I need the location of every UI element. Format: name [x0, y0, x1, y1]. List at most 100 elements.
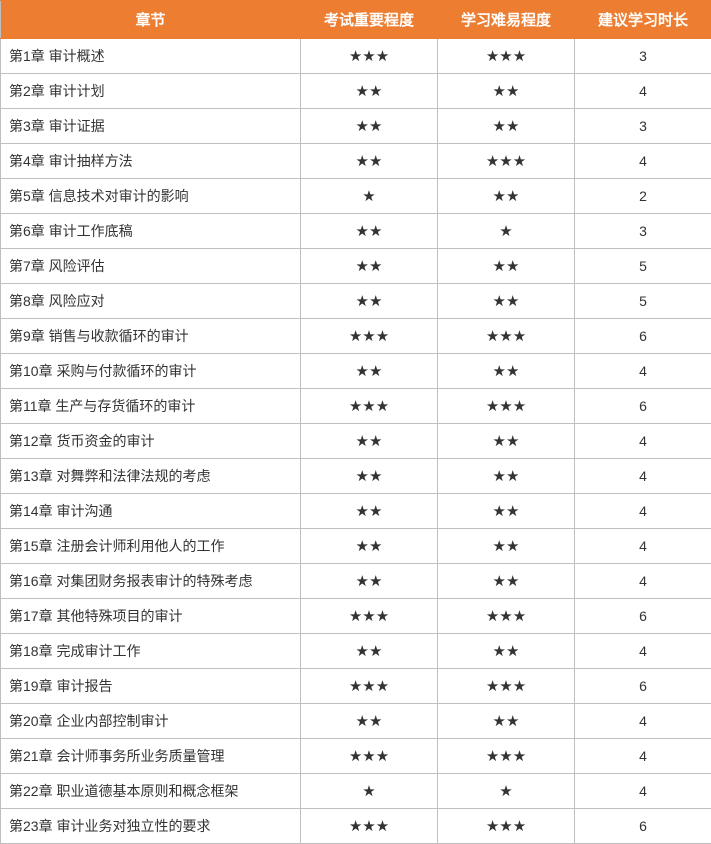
cell-chapter: 第3章 审计证据	[1, 109, 301, 144]
table-row: 第20章 企业内部控制审计★★★★4	[1, 704, 711, 739]
table-row: 第6章 审计工作底稿★★★3	[1, 214, 711, 249]
cell-hours: 4	[575, 424, 711, 459]
cell-hours: 5	[575, 249, 711, 284]
cell-importance: ★★★	[301, 39, 438, 74]
cell-difficulty: ★★★	[438, 739, 575, 774]
cell-difficulty: ★★	[438, 459, 575, 494]
table-row: 第5章 信息技术对审计的影响★★★2	[1, 179, 711, 214]
cell-hours: 2	[575, 179, 711, 214]
cell-importance: ★★	[301, 284, 438, 319]
cell-chapter: 第10章 采购与付款循环的审计	[1, 354, 301, 389]
cell-importance: ★★★	[301, 599, 438, 634]
cell-hours: 4	[575, 74, 711, 109]
cell-hours: 3	[575, 109, 711, 144]
cell-hours: 4	[575, 459, 711, 494]
cell-importance: ★★★	[301, 809, 438, 844]
cell-difficulty: ★★	[438, 179, 575, 214]
col-header-importance: 考试重要程度	[301, 1, 438, 39]
cell-importance: ★★	[301, 144, 438, 179]
table-row: 第4章 审计抽样方法★★★★★4	[1, 144, 711, 179]
cell-chapter: 第21章 会计师事务所业务质量管理	[1, 739, 301, 774]
cell-chapter: 第4章 审计抽样方法	[1, 144, 301, 179]
table-row: 第22章 职业道德基本原则和概念框架★★4	[1, 774, 711, 809]
col-header-hours: 建议学习时长	[575, 1, 711, 39]
cell-hours: 4	[575, 774, 711, 809]
cell-difficulty: ★★	[438, 494, 575, 529]
cell-hours: 4	[575, 144, 711, 179]
cell-hours: 4	[575, 704, 711, 739]
table-row: 第16章 对集团财务报表审计的特殊考虑★★★★4	[1, 564, 711, 599]
table-header: 章节 考试重要程度 学习难易程度 建议学习时长	[1, 1, 711, 39]
table-row: 第21章 会计师事务所业务质量管理★★★★★★4	[1, 739, 711, 774]
cell-hours: 6	[575, 319, 711, 354]
cell-importance: ★★★	[301, 389, 438, 424]
cell-importance: ★★	[301, 214, 438, 249]
cell-difficulty: ★★	[438, 424, 575, 459]
cell-chapter: 第11章 生产与存货循环的审计	[1, 389, 301, 424]
cell-difficulty: ★★★	[438, 144, 575, 179]
cell-hours: 5	[575, 284, 711, 319]
cell-hours: 4	[575, 634, 711, 669]
cell-chapter: 第7章 风险评估	[1, 249, 301, 284]
cell-importance: ★	[301, 774, 438, 809]
cell-hours: 6	[575, 389, 711, 424]
cell-difficulty: ★★★	[438, 599, 575, 634]
table-row: 第7章 风险评估★★★★5	[1, 249, 711, 284]
table-row: 第18章 完成审计工作★★★★4	[1, 634, 711, 669]
cell-hours: 6	[575, 809, 711, 844]
cell-difficulty: ★	[438, 214, 575, 249]
table-row: 第9章 销售与收款循环的审计★★★★★★6	[1, 319, 711, 354]
cell-hours: 6	[575, 599, 711, 634]
cell-difficulty: ★	[438, 774, 575, 809]
cell-hours: 6	[575, 669, 711, 704]
cell-importance: ★★★	[301, 669, 438, 704]
cell-hours: 4	[575, 354, 711, 389]
table-row: 第19章 审计报告★★★★★★6	[1, 669, 711, 704]
cell-importance: ★★	[301, 494, 438, 529]
cell-chapter: 第20章 企业内部控制审计	[1, 704, 301, 739]
cell-importance: ★★	[301, 109, 438, 144]
study-plan-table: 章节 考试重要程度 学习难易程度 建议学习时长 第1章 审计概述★★★★★★3第…	[0, 0, 711, 844]
cell-hours: 4	[575, 494, 711, 529]
cell-chapter: 第14章 审计沟通	[1, 494, 301, 529]
col-header-chapter: 章节	[1, 1, 301, 39]
cell-importance: ★★	[301, 74, 438, 109]
cell-hours: 4	[575, 564, 711, 599]
cell-chapter: 第12章 货币资金的审计	[1, 424, 301, 459]
cell-difficulty: ★★★	[438, 389, 575, 424]
cell-chapter: 第13章 对舞弊和法律法规的考虑	[1, 459, 301, 494]
cell-importance: ★★★	[301, 319, 438, 354]
cell-chapter: 第17章 其他特殊项目的审计	[1, 599, 301, 634]
cell-difficulty: ★★	[438, 74, 575, 109]
table-row: 第10章 采购与付款循环的审计★★★★4	[1, 354, 711, 389]
cell-chapter: 第15章 注册会计师利用他人的工作	[1, 529, 301, 564]
cell-difficulty: ★★★	[438, 39, 575, 74]
cell-hours: 3	[575, 214, 711, 249]
cell-chapter: 第1章 审计概述	[1, 39, 301, 74]
cell-hours: 4	[575, 739, 711, 774]
cell-importance: ★★	[301, 529, 438, 564]
cell-difficulty: ★★	[438, 634, 575, 669]
cell-chapter: 第18章 完成审计工作	[1, 634, 301, 669]
table-row: 第2章 审计计划★★★★4	[1, 74, 711, 109]
cell-hours: 3	[575, 39, 711, 74]
table-row: 第11章 生产与存货循环的审计★★★★★★6	[1, 389, 711, 424]
cell-difficulty: ★★	[438, 109, 575, 144]
cell-importance: ★★	[301, 634, 438, 669]
cell-chapter: 第23章 审计业务对独立性的要求	[1, 809, 301, 844]
cell-difficulty: ★★	[438, 249, 575, 284]
cell-difficulty: ★★	[438, 284, 575, 319]
cell-chapter: 第5章 信息技术对审计的影响	[1, 179, 301, 214]
cell-chapter: 第8章 风险应对	[1, 284, 301, 319]
table-row: 第8章 风险应对★★★★5	[1, 284, 711, 319]
cell-chapter: 第6章 审计工作底稿	[1, 214, 301, 249]
cell-difficulty: ★★	[438, 354, 575, 389]
cell-chapter: 第2章 审计计划	[1, 74, 301, 109]
table-row: 第3章 审计证据★★★★3	[1, 109, 711, 144]
cell-chapter: 第19章 审计报告	[1, 669, 301, 704]
cell-importance: ★★★	[301, 739, 438, 774]
table-row: 第14章 审计沟通★★★★4	[1, 494, 711, 529]
cell-difficulty: ★★★	[438, 319, 575, 354]
table-row: 第15章 注册会计师利用他人的工作★★★★4	[1, 529, 711, 564]
cell-importance: ★★	[301, 704, 438, 739]
